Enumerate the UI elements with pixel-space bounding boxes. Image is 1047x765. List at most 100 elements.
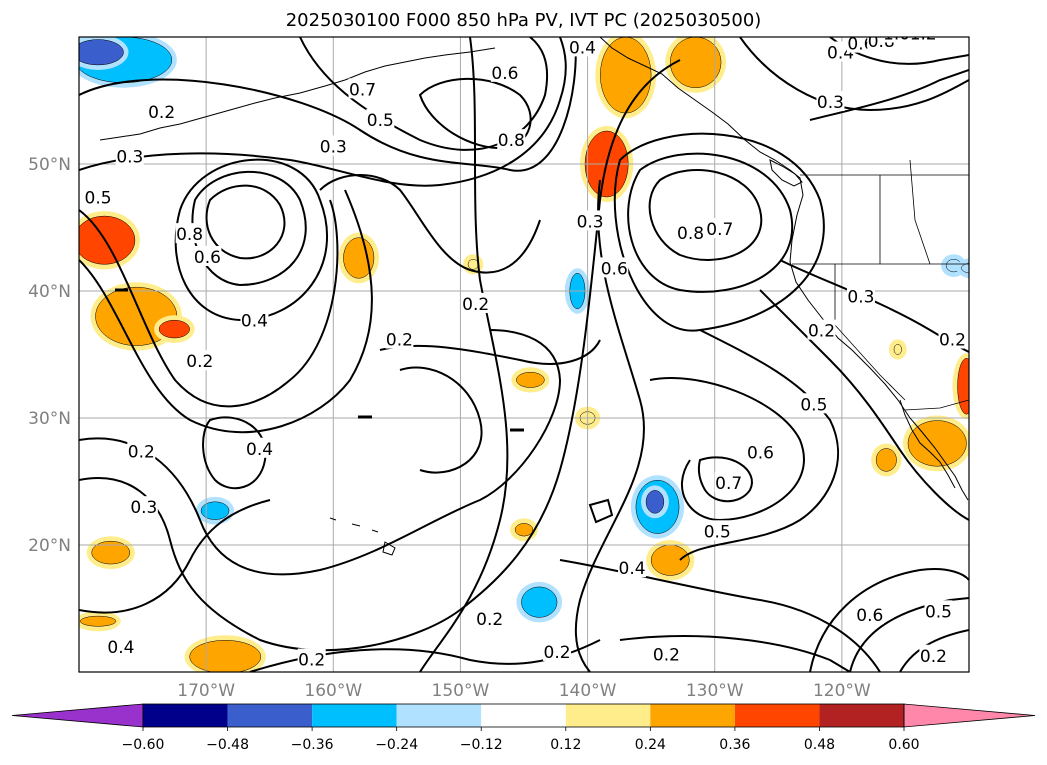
- contour-line: [619, 635, 851, 672]
- contour-label: 0.5: [799, 393, 828, 415]
- contour-line: [79, 329, 562, 576]
- contour-line: [809, 69, 969, 121]
- contour-label: 0.2: [147, 101, 176, 123]
- pv-anomaly-shade: [893, 344, 902, 355]
- colorbar-tick-label: −0.48: [206, 737, 249, 753]
- contour-label: 0.4: [240, 309, 269, 331]
- colorbar-cell: [143, 704, 228, 727]
- contour-line: [79, 59, 681, 652]
- contour-label: 0.2: [461, 292, 490, 315]
- map-title: 2025030100 F000 850 hPa PV, IVT PC (2025…: [285, 10, 762, 31]
- contour-line: [697, 456, 753, 503]
- contour-label: 0.2: [385, 328, 414, 351]
- contour-label-text: 0.6: [491, 64, 518, 84]
- colorbar-cell: [819, 704, 904, 727]
- contour-label: 0.2: [938, 328, 967, 351]
- contour-line: [399, 366, 483, 474]
- contour-label-text: 0.2: [920, 647, 947, 667]
- contour-label-backing: [676, 221, 705, 242]
- contour-label-backing: [909, 37, 938, 43]
- contour-line: [379, 339, 601, 365]
- contour-label: 0.2: [297, 648, 326, 671]
- contour-line: [559, 559, 881, 672]
- contour-line: [79, 37, 567, 187]
- contour-line: [202, 416, 267, 490]
- contour-label-backing: [855, 604, 884, 625]
- lat-tick-label: 20°N: [28, 536, 71, 556]
- contour-line: [319, 174, 541, 274]
- contour-label: 0.3: [129, 496, 158, 518]
- colorbar: −0.60 −0.48 −0.36 −0.24 −0.12 0.12 0.24 0.36 0.4…: [11, 703, 1036, 753]
- contour-label-text: 0.8: [677, 224, 704, 244]
- contour-label-text: 0.2: [186, 352, 213, 372]
- contour-label-text: 0.8: [176, 225, 203, 245]
- map-area: 0.20.30.30.50.70.60.80.40.50.80.60.40.20…: [79, 24, 969, 672]
- contour-label-backing: [106, 635, 135, 656]
- contour-label-backing: [385, 328, 414, 349]
- pv-anomaly-shade: [650, 544, 690, 576]
- contour-label: 0.3: [319, 135, 348, 157]
- contour-label-text: 1.2: [910, 24, 937, 44]
- colorbar-cell: [396, 704, 482, 727]
- contour-label: 1.2: [909, 24, 938, 44]
- contour-label: 1.0: [882, 37, 911, 44]
- lat-tick-label: 50°N: [28, 155, 71, 175]
- baja-california-coastline: [899, 399, 956, 489]
- colorbar-tick-label: 0.60: [888, 737, 919, 753]
- contour-label: 0.3: [115, 145, 144, 168]
- contour-label-backing: [618, 557, 647, 578]
- colorbar-tick-label: −0.12: [460, 737, 503, 753]
- contour-label: 0.2: [185, 350, 214, 372]
- contour-label: 0.8: [497, 129, 526, 151]
- contour-line: [739, 37, 969, 112]
- contour-label-backing: [129, 496, 158, 517]
- contour-label-backing: [746, 441, 775, 462]
- contour-label-backing: [543, 640, 572, 661]
- pv-anomaly-shade: [91, 540, 131, 565]
- colorbar-tick-label: −0.60: [122, 737, 165, 753]
- contour-line: [648, 169, 763, 261]
- pv-anomaly-halo: [956, 258, 969, 279]
- contour-label-backing: [938, 328, 967, 349]
- pv-anomaly-shade: [467, 259, 479, 270]
- map-frame: [78, 36, 970, 673]
- colorbar-cell: [565, 704, 651, 727]
- contour-label-backing: [919, 644, 948, 665]
- contour-label-backing: [193, 245, 222, 266]
- lon-tick-label: 160°W: [304, 681, 362, 701]
- contour-line: [574, 179, 645, 672]
- contour-label: 0.3: [816, 91, 845, 113]
- pv-anomaly-shade: [200, 501, 230, 520]
- contour-label-text: 0.2: [544, 643, 571, 663]
- contour-label-backing: [846, 285, 875, 306]
- contour-line: [174, 158, 329, 322]
- contour-line: [79, 37, 577, 172]
- latitude-labels: 20°N 30°N 40°N 50°N: [28, 155, 71, 556]
- contour-label-text: 0.4: [246, 440, 273, 460]
- pv-anomaly-shade: [516, 372, 545, 388]
- contour-label-text: 0.5: [925, 602, 952, 622]
- contour-line: [79, 189, 373, 434]
- contour-label-backing: [297, 648, 326, 669]
- contour-label: 0.2: [919, 644, 948, 667]
- pv-anomaly-shade: [645, 490, 665, 514]
- contour-label-text: 0.2: [386, 331, 413, 351]
- contour-label: 0.6: [193, 245, 222, 268]
- pv-anomaly-shade: [521, 586, 558, 618]
- contour-label: 0.8: [175, 223, 204, 245]
- contour-label-text: 0.2: [939, 331, 966, 351]
- state-border-wa-or-id: [879, 159, 931, 265]
- alaska-aleutian-coastline: [99, 47, 496, 141]
- contour-label: 0.2: [652, 643, 681, 665]
- colorbar-tick-label: 0.48: [804, 737, 835, 753]
- contour-label: 0.6: [600, 257, 629, 279]
- contour-label: 0.8: [676, 221, 705, 244]
- contour-line: [79, 199, 339, 408]
- colorbar-tick-label: 0.12: [550, 737, 581, 753]
- lon-tick-label: 170°W: [177, 681, 235, 701]
- contour-label-backing: [816, 91, 845, 112]
- vancouver-island-coastline: [769, 159, 803, 187]
- contour-label-backing: [490, 61, 519, 82]
